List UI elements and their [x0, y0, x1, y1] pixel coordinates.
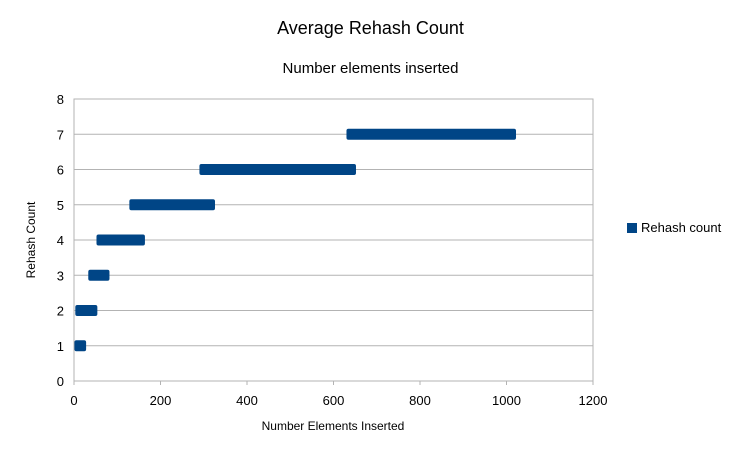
data-segment-rehash-3 [88, 269, 110, 281]
y-tick-label: 1 [57, 339, 64, 354]
x-axis-title: Number Elements Inserted [262, 419, 405, 433]
chart-title: Average Rehash Count [277, 18, 464, 38]
x-tick-label: 1200 [579, 393, 608, 408]
x-tick-label: 1000 [492, 393, 521, 408]
y-tick-label: 4 [57, 233, 64, 248]
y-tick-label: 5 [57, 198, 64, 213]
y-tick-label: 7 [57, 127, 64, 142]
legend-swatch-rehash-count [627, 222, 637, 233]
y-tick-label: 8 [57, 92, 64, 107]
data-segment-rehash-1 [74, 340, 87, 352]
data-segment-rehash-4 [96, 234, 145, 246]
y-axis-title: Rehash Count [24, 201, 38, 278]
x-tick-label: 400 [236, 393, 258, 408]
data-segment-rehash-7 [346, 128, 517, 140]
chart-subtitle: Number elements inserted [282, 60, 459, 77]
data-segment-rehash-5 [129, 199, 215, 211]
y-tick-label: 2 [57, 304, 64, 319]
legend: Rehash count [627, 220, 721, 235]
data-segment-rehash-6 [199, 164, 356, 175]
y-tick-label: 6 [57, 163, 64, 178]
y-tick-label: 3 [57, 268, 64, 283]
legend-label-rehash-count: Rehash count [641, 220, 722, 235]
x-tick-label: 200 [150, 393, 172, 408]
x-tick-label: 600 [323, 393, 345, 408]
x-tick-label: 0 [70, 393, 77, 408]
data-segment-rehash-2 [75, 305, 98, 316]
y-tick-label: 0 [57, 374, 64, 389]
x-tick-label: 800 [409, 393, 431, 408]
